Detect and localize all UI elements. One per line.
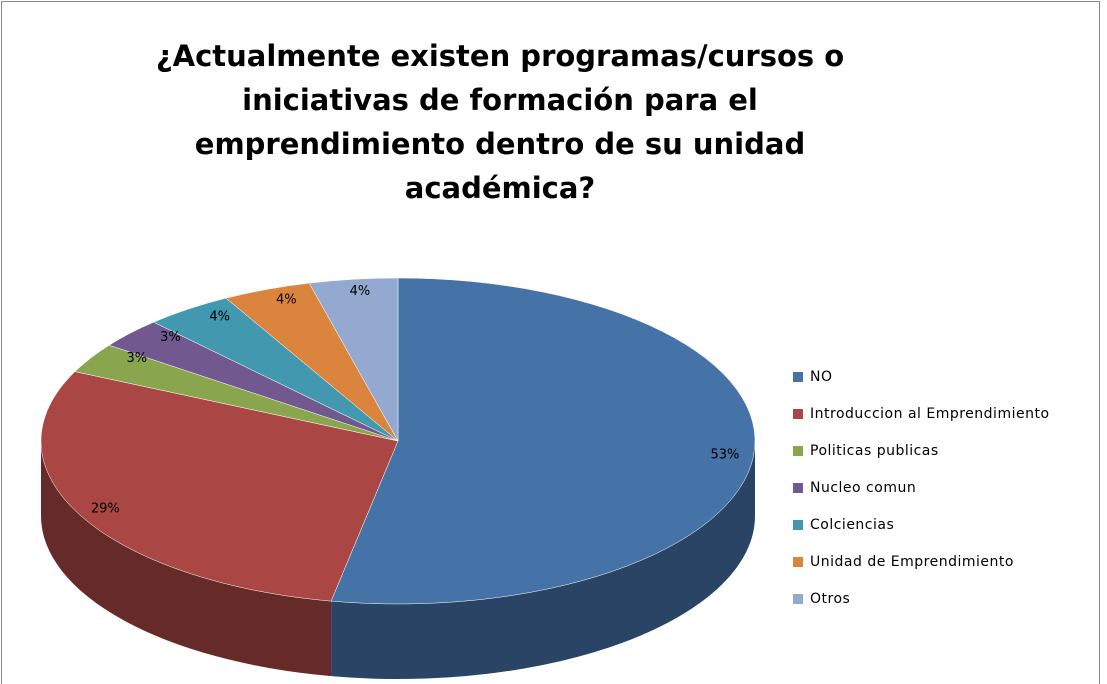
data-label: 4% xyxy=(276,293,297,308)
legend-swatch xyxy=(793,483,803,493)
legend-label: NO xyxy=(810,369,833,385)
chart-title: ¿Actualmente existen programas/cursos o … xyxy=(155,39,845,205)
legend-swatch xyxy=(793,520,803,530)
legend-label: Unidad de Emprendimiento xyxy=(810,554,1014,570)
slice-side xyxy=(331,441,755,679)
data-label: 3% xyxy=(126,351,147,366)
legend-swatch xyxy=(793,372,803,382)
legend-label: Nucleo comun xyxy=(810,480,916,496)
legend-swatch xyxy=(793,409,803,419)
data-label: 53% xyxy=(711,448,740,463)
slice xyxy=(330,277,756,605)
data-label: 4% xyxy=(209,309,230,324)
legend-swatch xyxy=(793,594,803,604)
data-label: 29% xyxy=(91,502,120,517)
legend-label: Otros xyxy=(810,591,850,607)
legend-swatch xyxy=(793,446,803,456)
legend-label: Introduccion al Emprendimiento xyxy=(810,406,1050,422)
data-label: 4% xyxy=(350,284,371,299)
legend-label: Politicas publicas xyxy=(810,443,939,459)
legend-label: Colciencias xyxy=(810,517,894,533)
legend-swatch xyxy=(793,557,803,567)
slice xyxy=(308,277,399,442)
slice xyxy=(40,371,399,602)
slice-side xyxy=(41,441,332,677)
data-label: 3% xyxy=(160,330,181,345)
